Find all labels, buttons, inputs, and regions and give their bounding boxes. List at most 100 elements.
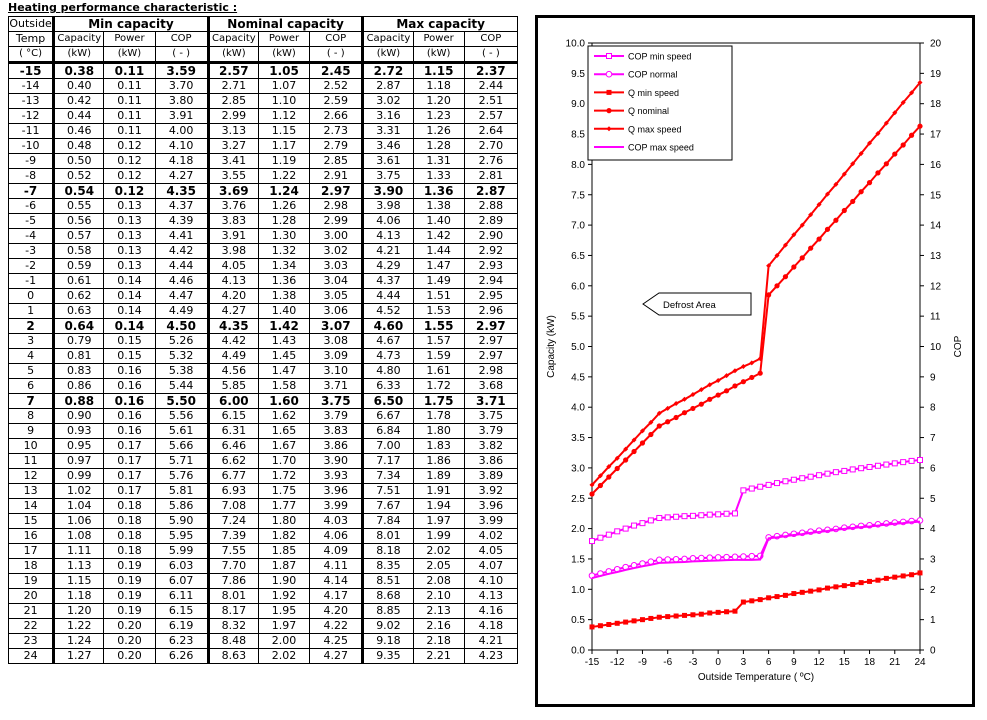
nom-power-cell: 1.72 — [257, 468, 311, 484]
nom-cop-cell: 4.11 — [309, 558, 364, 574]
legend-marker — [606, 89, 612, 95]
series-point-0 — [656, 514, 663, 521]
min-cop-cell: 4.35 — [154, 183, 209, 199]
nom-cop-cell: 3.08 — [309, 333, 364, 349]
min-capacity-cell: 0.38 — [52, 61, 105, 79]
max-power-cell: 1.28 — [412, 138, 465, 154]
series-point-3 — [723, 388, 730, 394]
max-cop-cell: 4.10 — [463, 573, 519, 589]
table-row: 19 1.15 0.19 6.07 7.86 1.90 4.14 8.51 2.08 4.10 — [7, 573, 519, 589]
max-power-cell: 1.23 — [412, 108, 465, 124]
table-row: 21 1.20 0.19 6.15 8.17 1.95 4.20 8.85 2.13 4.16 — [7, 603, 519, 619]
series-point-3 — [732, 383, 738, 389]
series-point-4 — [900, 99, 906, 105]
min-capacity-cell: 1.15 — [52, 573, 105, 589]
min-cop-cell: 5.38 — [154, 363, 209, 379]
max-power-cell: 1.80 — [412, 423, 465, 439]
max-capacity-cell: 3.61 — [361, 153, 414, 169]
min-cop-cell: 5.90 — [154, 513, 209, 529]
max-capacity-cell: 7.34 — [361, 468, 414, 484]
series-point-4 — [841, 171, 847, 177]
series-point-4 — [707, 382, 713, 388]
series-point-4 — [909, 90, 915, 96]
series-point-3 — [791, 264, 797, 270]
y2-tick-label: 15 — [930, 190, 942, 201]
series-point-3 — [715, 392, 721, 398]
nom-capacity-cell: 6.46 — [206, 438, 259, 454]
series-point-0 — [723, 510, 730, 517]
nom-capacity-cell: 4.35 — [206, 318, 259, 334]
min-cop-cell: 4.39 — [154, 213, 209, 229]
series-point-2 — [900, 573, 906, 579]
series-point-1 — [689, 555, 697, 562]
legend-label: Q max speed — [628, 124, 682, 134]
unit-kw: (kW) — [206, 46, 259, 63]
max-power-cell: 1.72 — [412, 378, 465, 394]
min-power-cell: 0.20 — [103, 633, 156, 649]
nom-power-cell: 1.42 — [257, 318, 311, 334]
temp-cell: 2 — [7, 318, 55, 334]
max-capacity-cell: 4.73 — [361, 348, 414, 364]
series-point-2 — [824, 585, 830, 591]
x-axis-label: Outside Temperature ( ºC) — [698, 672, 814, 683]
series-point-0 — [605, 531, 612, 538]
series-point-3 — [900, 142, 906, 148]
min-power-cell: 0.13 — [103, 243, 156, 259]
min-power-cell: 0.12 — [103, 153, 156, 169]
series-point-4 — [774, 252, 780, 258]
table-row: -1 0.61 0.14 4.46 4.13 1.36 3.04 4.37 1.49 2.94 — [7, 273, 519, 289]
max-cop-cell: 3.99 — [463, 513, 519, 529]
max-capacity-cell: 9.18 — [361, 633, 414, 649]
max-cop-cell: 2.87 — [463, 183, 519, 199]
nom-cop-cell: 3.00 — [309, 228, 364, 244]
legend-marker — [605, 70, 613, 78]
nom-power-cell: 1.62 — [257, 408, 311, 424]
nom-power-cell: 1.45 — [257, 348, 311, 364]
series-point-1 — [672, 555, 680, 563]
nom-capacity-cell: 7.08 — [206, 498, 259, 514]
series-point-0 — [689, 512, 696, 519]
series-point-2 — [774, 594, 780, 600]
y2-tick-label: 11 — [930, 312, 941, 323]
series-point-3 — [690, 405, 696, 412]
temp-cell: 8 — [7, 408, 55, 424]
nom-cop-cell: 3.07 — [309, 318, 364, 334]
series-point-4 — [867, 140, 873, 146]
subheader-power: Power — [412, 31, 465, 47]
temp-cell: -7 — [7, 183, 55, 199]
nom-power-cell: 1.40 — [257, 303, 311, 319]
series-point-0 — [740, 487, 747, 494]
min-capacity-cell: 0.64 — [52, 318, 105, 334]
max-cop-cell: 3.92 — [463, 483, 519, 499]
x-tick-label: 9 — [791, 657, 797, 668]
table-row: 20 1.18 0.19 6.11 8.01 1.92 4.17 8.68 2.10 4.13 — [7, 588, 519, 604]
series-point-3 — [875, 170, 881, 176]
nom-power-cell: 1.38 — [257, 288, 311, 304]
series-point-1 — [706, 554, 714, 562]
min-cop-cell: 5.81 — [154, 483, 209, 499]
series-point-3 — [866, 180, 873, 186]
nom-capacity-cell: 6.93 — [206, 483, 259, 499]
series-point-3 — [749, 374, 755, 381]
series-point-3 — [774, 283, 780, 289]
series-point-4 — [883, 120, 889, 126]
max-capacity-cell: 4.44 — [361, 288, 414, 304]
nom-power-cell: 1.28 — [257, 213, 311, 229]
min-power-cell: 0.17 — [103, 438, 156, 454]
min-power-cell: 0.11 — [103, 61, 156, 79]
max-cop-cell: 2.70 — [463, 138, 519, 154]
series-point-1 — [698, 554, 705, 562]
min-capacity-cell: 0.86 — [52, 378, 105, 394]
series-point-2 — [799, 589, 805, 595]
min-power-cell: 0.12 — [103, 138, 156, 154]
series-point-2 — [883, 575, 889, 581]
series-point-1 — [723, 553, 730, 561]
x-tick-label: 21 — [889, 657, 901, 668]
series-line-4 — [591, 81, 921, 486]
nom-cop-cell: 3.93 — [309, 468, 364, 484]
series-point-0 — [816, 472, 823, 479]
min-cop-cell: 3.59 — [154, 61, 209, 79]
series-point-3 — [757, 370, 763, 376]
min-capacity-cell: 1.11 — [52, 543, 105, 559]
y2-tick-label: 6 — [930, 463, 936, 474]
